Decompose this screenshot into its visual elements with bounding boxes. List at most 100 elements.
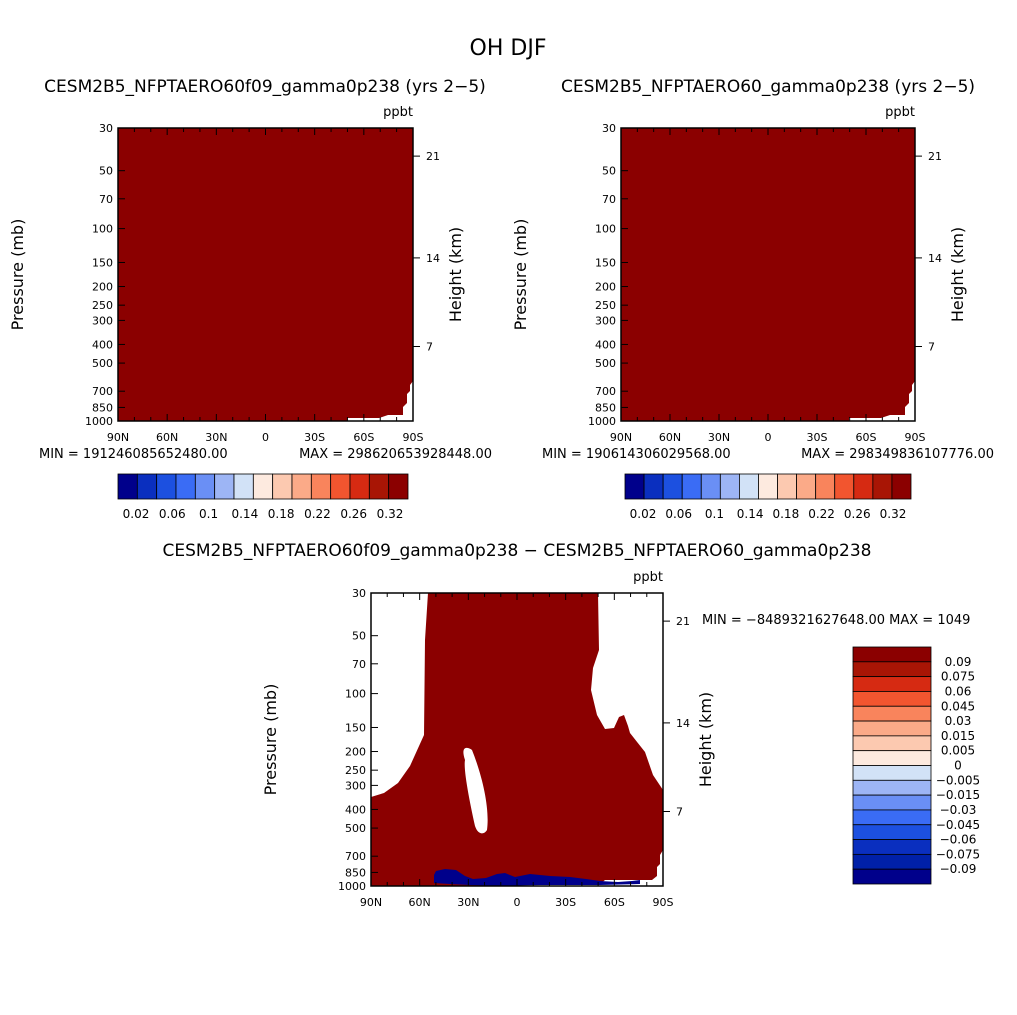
y-tick-label: 100: [92, 223, 113, 236]
colorbar-label: −0.015: [936, 788, 980, 802]
colorbar-swatch: [852, 853, 932, 870]
colorbar-label: 0.1: [705, 507, 724, 521]
colorbar-label: −0.005: [936, 773, 980, 787]
colorbar-swatch: [852, 676, 932, 692]
colorbar: 0.090.0750.060.0450.030.0150.0050−0.005−…: [852, 646, 980, 885]
colorbar-swatch: [700, 473, 721, 500]
colorbar-label: −0.045: [936, 818, 980, 832]
colorbar-label: −0.075: [936, 847, 980, 861]
colorbar-swatch: [852, 839, 932, 855]
panel-1: CESM2B5_NFPTAERO60f09_gamma0p238 (yrs 2−…: [8, 77, 492, 521]
data-fill: [621, 128, 915, 421]
colorbar-label: 0.045: [941, 699, 975, 713]
colorbar-label: 0.14: [737, 507, 764, 521]
colorbar-label: 0: [954, 759, 962, 773]
colorbar-swatch: [272, 473, 293, 500]
min-max-values: MIN = −8489321627648.00 MAX = 1049: [702, 613, 970, 628]
panel-title: CESM2B5_NFPTAERO60_gamma0p238 (yrs 2−5): [561, 77, 975, 97]
colorbar-label: 0.06: [665, 507, 692, 521]
min-value: MIN = 191246085652480.00: [39, 447, 228, 462]
x-tick-label: 60S: [856, 431, 877, 444]
y2-tick-label: 7: [928, 341, 935, 354]
colorbar-label: −0.06: [940, 833, 977, 847]
colorbar-swatch: [815, 473, 836, 500]
colorbar-label: 0.22: [808, 507, 835, 521]
y-tick-label: 200: [92, 281, 113, 294]
positive-region: [371, 593, 663, 886]
panel-title: CESM2B5_NFPTAERO60f09_gamma0p238 (yrs 2−…: [44, 77, 486, 97]
y-tick-label: 1000: [338, 880, 366, 893]
colorbar-swatch: [368, 473, 390, 500]
colorbar-swatch: [796, 473, 817, 500]
colorbar-swatch: [852, 750, 932, 766]
colorbar-swatch: [624, 473, 645, 500]
min-value: MIN = 190614306029568.00: [542, 447, 731, 462]
y-axis-title: Pressure (mb): [8, 219, 27, 331]
y-tick-label: 100: [595, 223, 616, 236]
colorbar-swatch: [852, 868, 932, 885]
colorbar-swatch: [681, 473, 702, 500]
x-tick-label: 30S: [555, 896, 576, 909]
y-tick-label: 300: [595, 314, 616, 327]
panel-3: CESM2B5_NFPTAERO60f09_gamma0p238 − CESM2…: [162, 541, 980, 909]
y2-tick-label: 21: [676, 615, 690, 628]
y-tick-label: 30: [99, 122, 113, 135]
y2-tick-label: 14: [676, 717, 690, 730]
y2-tick-label: 7: [426, 341, 433, 354]
x-tick-label: 60N: [659, 431, 681, 444]
colorbar-swatch: [852, 735, 932, 752]
colorbar-swatch: [853, 473, 874, 500]
y2-tick-label: 21: [928, 150, 942, 163]
negative-region: [434, 869, 640, 886]
colorbar-label: 0.005: [941, 744, 975, 758]
colorbar-label: −0.09: [940, 862, 977, 876]
colorbar-swatch: [852, 661, 932, 678]
y-tick-label: 100: [345, 688, 366, 701]
colorbar-swatch: [214, 473, 235, 500]
x-tick-label: 60N: [156, 431, 178, 444]
colorbar-swatch: [852, 691, 932, 707]
units-label: ppbt: [885, 105, 915, 120]
zero-gap-region: [463, 747, 488, 834]
colorbar-label: 0.09: [945, 655, 972, 669]
colorbar-label: 0.02: [123, 507, 150, 521]
colorbar-swatch: [388, 473, 409, 500]
colorbar-swatch: [330, 473, 351, 500]
colorbar-label: −0.03: [940, 803, 977, 817]
colorbar-swatch: [252, 473, 274, 500]
colorbar: 0.02 0.06 0.1 0.14 0.18 0.22 0.26 0.32: [624, 473, 912, 521]
max-value: MAX = 298620653928448.00: [299, 447, 492, 462]
colorbar-swatch: [852, 720, 932, 737]
y-tick-label: 400: [345, 803, 366, 816]
units-label: ppbt: [633, 570, 663, 585]
y-tick-label: 150: [345, 721, 366, 734]
colorbar-swatch: [872, 473, 893, 500]
y2-axis-title: Height (km): [948, 227, 967, 322]
colorbar-swatch: [739, 473, 759, 500]
panel-2: CESM2B5_NFPTAERO60_gamma0p238 (yrs 2−5) 9…: [511, 77, 994, 521]
colorbar-label: 0.015: [941, 729, 975, 743]
colorbar-label: 0.18: [268, 507, 295, 521]
x-tick-label: 30N: [205, 431, 227, 444]
y-tick-label: 50: [352, 630, 366, 643]
colorbar-label: 0.22: [304, 507, 331, 521]
y-tick-label: 30: [602, 122, 616, 135]
y-tick-label: 1000: [85, 415, 113, 428]
colorbar-swatch: [777, 473, 797, 500]
y-tick-label: 850: [92, 401, 113, 414]
y-tick-label: 250: [595, 299, 616, 312]
y2-tick-label: 21: [426, 150, 440, 163]
y-tick-label: 70: [602, 193, 616, 206]
panel-title: CESM2B5_NFPTAERO60f09_gamma0p238 − CESM2…: [162, 541, 871, 561]
x-tick-label: 60S: [353, 431, 374, 444]
data-fill: [118, 128, 413, 421]
y-tick-label: 500: [595, 357, 616, 370]
colorbar-label: 0.26: [340, 507, 367, 521]
colorbar-label: 0.26: [844, 507, 871, 521]
y-tick-label: 700: [345, 850, 366, 863]
colorbar-swatch: [852, 646, 932, 663]
x-tick-label: 30S: [807, 431, 828, 444]
colorbar-swatch: [852, 824, 932, 840]
colorbar-label: 0.32: [377, 507, 404, 521]
colorbar-swatch: [643, 473, 664, 500]
